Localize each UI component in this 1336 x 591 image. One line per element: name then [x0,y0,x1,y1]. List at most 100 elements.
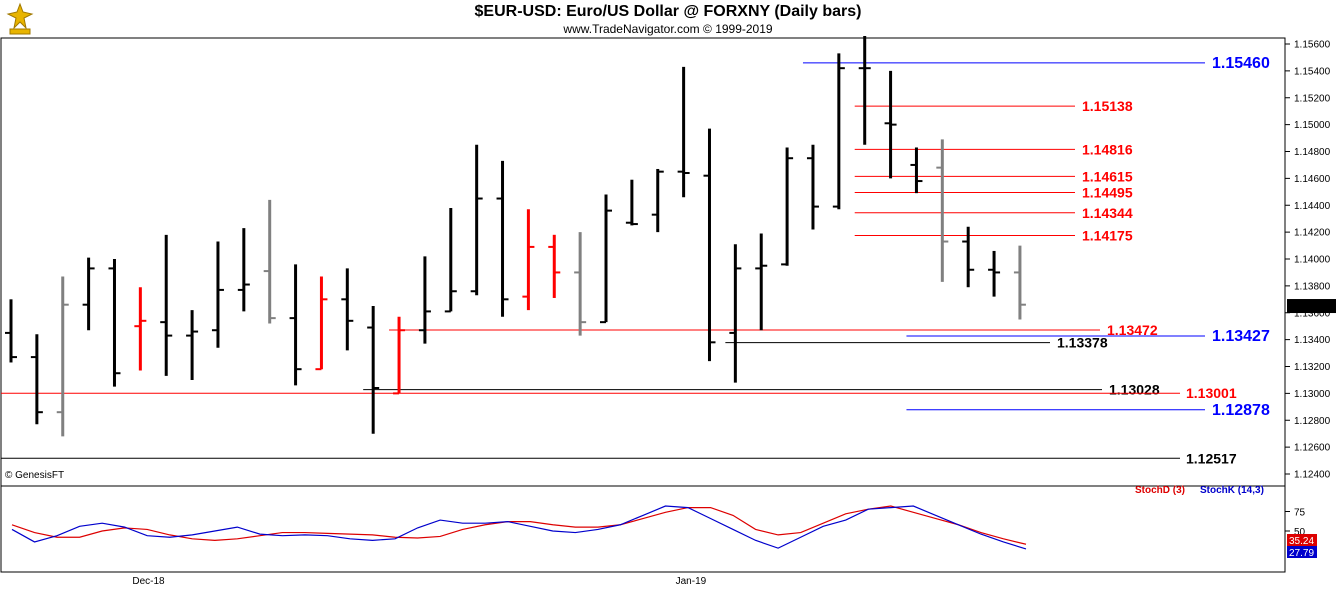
stochk-value-label: 27.79 [1289,548,1314,559]
price-axis[interactable]: 1.15600 1.15400 1.15200 1.15000 1.14800 1.146… [1284,38,1336,486]
level-label: 1.14615 [1082,168,1133,184]
ohlc-bar [729,244,742,383]
ohlc-bar [341,268,354,351]
ohlc-bar [806,144,819,230]
ohlc-bar [367,306,380,434]
price-tick-label: 1.14200 [1294,228,1331,239]
ohlc-bar [393,316,406,395]
level-label: 1.13001 [1186,385,1237,401]
ohlc-bar [237,228,250,312]
current-price-label: 1.13650 [1290,302,1327,313]
ohlc-bar [936,139,949,282]
level-label: 1.14344 [1082,205,1133,221]
watermark-label: © GenesisFT [5,470,64,481]
ohlc-bar [211,241,224,348]
chart-subtitle: www.TradeNavigator.com © 1999-2019 [563,22,773,36]
ohlc-bar [160,234,173,376]
chart-header: $EUR-USD: Euro/US Dollar @ FORXNY (Daily… [0,0,1336,40]
ohlc-bar [574,232,587,336]
price-tick-label: 1.14000 [1294,255,1331,266]
time-axis-label: Jan-19 [676,576,707,587]
ohlc-bar [703,128,716,362]
level-label: 1.12878 [1212,402,1270,419]
price-bars-group [5,35,1026,437]
ohlc-bar [755,233,768,331]
ohlc-bar [910,147,923,194]
ohlc-bar [108,259,121,387]
ohlc-bar [1013,245,1026,320]
ohlc-bar [962,226,975,288]
ohlc-bar [781,147,794,266]
ohlc-bar [289,264,302,386]
stochastic-tick-label: 50 [1294,527,1306,538]
ohlc-bar [677,66,690,198]
price-tick-label: 1.12800 [1294,416,1331,427]
price-tick-label: 1.12400 [1294,470,1331,481]
stochastic-tick-label: 75 [1294,508,1306,519]
stochk-value-tag [1287,546,1317,558]
ohlc-bar [470,144,483,296]
level-label: 1.13427 [1212,328,1270,345]
ohlc-bar [832,53,845,210]
ohlc-bar [315,276,328,371]
legend-stochk: StochK (14,3) [1200,485,1264,496]
level-label: 1.13028 [1109,382,1160,398]
ohlc-bar [418,256,431,344]
price-tick-label: 1.13000 [1294,389,1331,400]
ohlc-bar [82,257,95,331]
ohlc-bar [600,194,613,324]
level-label: 1.15460 [1212,55,1270,72]
level-label: 1.13472 [1107,322,1158,338]
price-tick-label: 1.14600 [1294,174,1331,185]
level-label: 1.14495 [1082,184,1133,200]
level-label: 1.12517 [1186,450,1237,466]
price-tick-label: 1.14800 [1294,147,1331,158]
ohlc-bar [858,35,871,145]
ohlc-bar [625,179,638,226]
price-panel [0,37,1286,487]
chart-title: $EUR-USD: Euro/US Dollar @ FORXNY (Daily… [474,3,862,20]
ohlc-bar [134,287,147,371]
price-tick-label: 1.15600 [1294,40,1331,51]
stochastic-series-line [11,505,1027,550]
stochd-value-tag [1287,534,1317,546]
stochastic-panel [0,485,1286,573]
price-tick-label: 1.13600 [1294,308,1331,319]
stochastic-series-line [11,505,1027,545]
level-label: 1.14816 [1082,141,1133,157]
price-tick-label: 1.12600 [1294,443,1331,454]
level-label: 1.13378 [1057,335,1108,351]
ohlc-bar [988,250,1001,297]
ohlc-bar [263,199,276,324]
ohlc-bar [56,276,69,437]
ohlc-bar [884,70,897,179]
level-label: 1.15138 [1082,98,1133,114]
time-axis[interactable]: Dec-18 Jan-19 [132,576,706,587]
price-tick-label: 1.14400 [1294,201,1331,212]
price-tick-label: 1.13800 [1294,281,1331,292]
price-tick-label: 1.13400 [1294,335,1331,346]
price-tick-label: 1.13200 [1294,362,1331,373]
time-axis-label: Dec-18 [132,576,165,587]
ohlc-bar [548,234,561,298]
ohlc-bar [444,207,457,313]
price-tick-label: 1.15200 [1294,93,1331,104]
price-tick-label: 1.15000 [1294,120,1331,131]
ohlc-bar [522,209,535,311]
level-label: 1.14175 [1082,227,1133,243]
logo-icon [6,2,34,35]
ohlc-bar [651,168,664,233]
legend-stochd: StochD (3) [1135,485,1185,496]
ohlc-bar [496,160,509,317]
current-price-tag [1287,299,1336,314]
ohlc-bar [186,310,199,380]
corner-area [1287,572,1336,591]
price-tick-label: 1.15400 [1294,66,1331,77]
ohlc-bar [30,334,43,425]
ohlc-bar [5,299,17,363]
stochd-value-label: 35.24 [1289,536,1314,547]
stochastic-lines-group: StochD (3) StochK (14,3) [11,485,1264,550]
